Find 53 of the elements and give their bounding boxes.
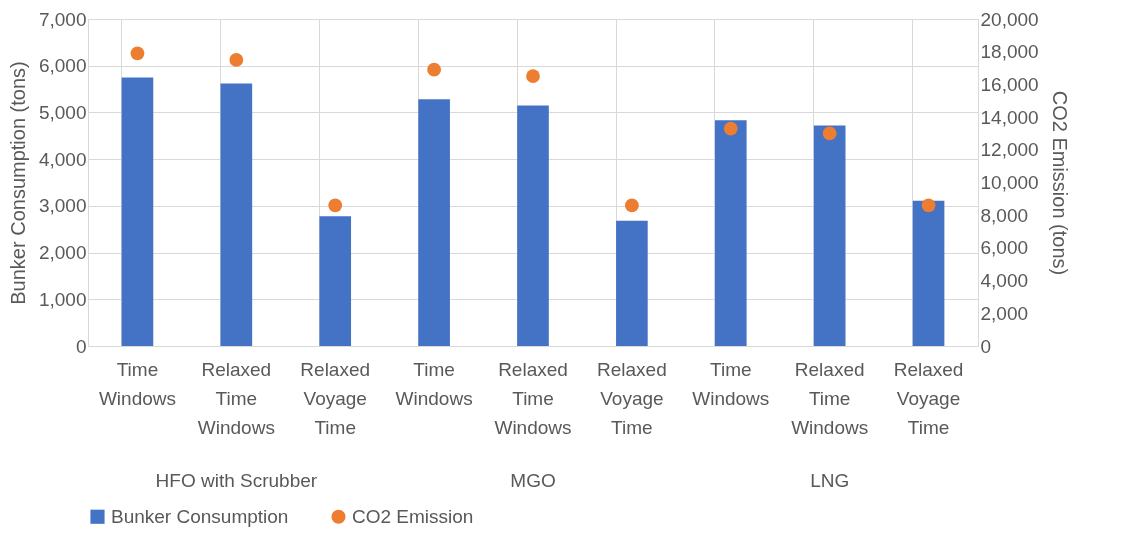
y-tick-label: 2,000: [38, 242, 87, 264]
point: [921, 198, 936, 213]
x-tick-label: Time Windows: [692, 358, 770, 409]
x-tick-label: Relaxed Time Windows: [494, 358, 572, 438]
x-tick-label: Relaxed Time Windows: [791, 358, 869, 438]
y2-tick-label: 16,000: [980, 73, 1039, 95]
y-tick-label: 3,000: [38, 195, 87, 217]
y2-axis-title: CO2 Emission (tons): [1048, 90, 1071, 276]
bar: [220, 83, 253, 346]
y2-tick-label: 2,000: [980, 302, 1029, 324]
y-tick-label: 6,000: [38, 55, 87, 77]
y2-tick-label: 20,000: [980, 8, 1039, 30]
x-tick-label: Time Windows: [395, 358, 473, 409]
bar: [418, 99, 450, 346]
point: [328, 198, 343, 213]
text: HFO with Scrubber: [155, 470, 318, 491]
y2-tick-label: 10,000: [980, 172, 1039, 193]
y-tick-label: 1,000: [38, 288, 87, 310]
x-tick-label: Relaxed Voyage Time: [893, 358, 964, 438]
point: [130, 46, 145, 61]
legend-label: Bunker Consumption: [111, 505, 289, 527]
point: [229, 53, 244, 67]
y-tick-label: 5,000: [38, 101, 87, 123]
point: [526, 69, 540, 84]
point: [427, 62, 441, 77]
y-tick-label: 0: [75, 335, 87, 357]
y2-tick-label: 0: [980, 335, 992, 357]
y2-tick-label: 14,000: [980, 106, 1039, 128]
point: [822, 126, 837, 141]
point: [723, 121, 738, 136]
y-tick-label: 4,000: [38, 148, 87, 170]
text: LNG: [810, 470, 850, 491]
y-axis-title: Bunker Consumption (tons): [6, 61, 29, 305]
text: MGO: [510, 470, 556, 491]
y2-tick-label: 12,000: [980, 139, 1039, 161]
point: [625, 198, 639, 213]
bar: [714, 120, 747, 346]
x-tick-label: Relaxed Voyage Time: [597, 358, 667, 438]
bar: [912, 200, 945, 346]
y2-tick-label: 8,000: [980, 204, 1029, 226]
x-tick-label: Relaxed Voyage Time: [300, 358, 371, 438]
y-tick-label: 7,000: [38, 8, 87, 30]
bar: [121, 77, 154, 346]
bar: [319, 216, 352, 346]
x-tick-label: Relaxed Time Windows: [197, 358, 275, 438]
x-tick-label: Time Windows: [98, 358, 176, 409]
legend-label: CO2 Emission: [352, 505, 474, 527]
y2-tick-label: 4,000: [980, 270, 1029, 292]
bar: [517, 105, 549, 346]
y2-tick-label: 18,000: [980, 41, 1039, 63]
y2-tick-label: 6,000: [980, 237, 1029, 259]
bar: [813, 125, 846, 346]
bar: [616, 220, 648, 346]
